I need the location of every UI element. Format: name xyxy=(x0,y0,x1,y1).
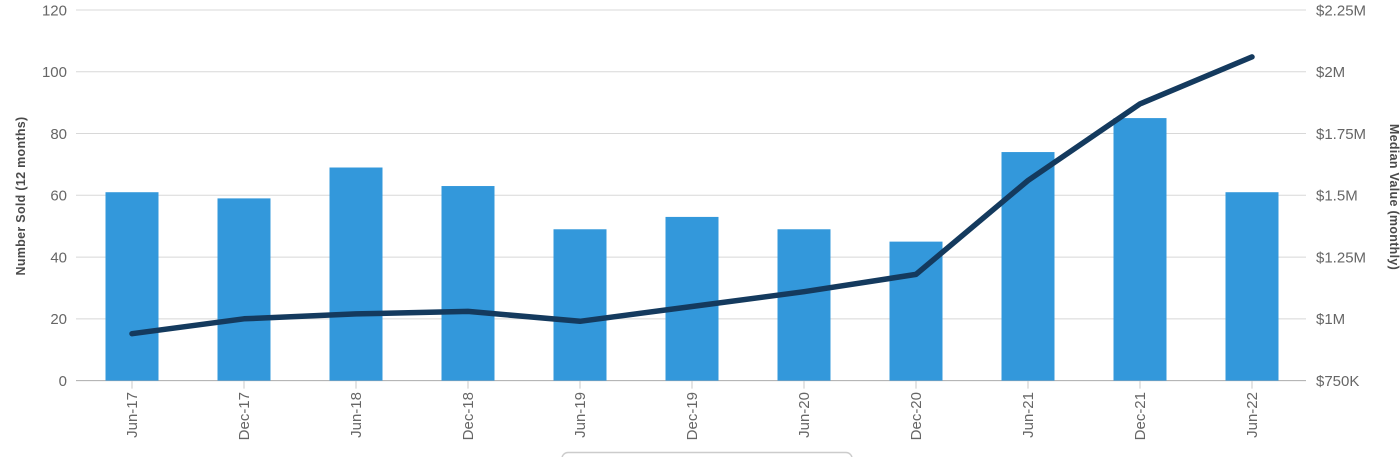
x-label-Jun-19: Jun-19 xyxy=(572,392,589,438)
right-axis-title: Median Value (monthly) xyxy=(1387,124,1400,270)
x-label-Jun-17: Jun-17 xyxy=(124,392,141,438)
bar-Jun-20[interactable] xyxy=(777,229,831,381)
bar-Dec-21[interactable] xyxy=(1113,118,1167,381)
right-tick-label: $1.75M xyxy=(1316,126,1366,143)
right-tick-label: $1.5M xyxy=(1316,188,1358,205)
x-label-Dec-21: Dec-21 xyxy=(1132,392,1149,440)
median-value-line[interactable] xyxy=(129,54,1255,337)
right-tick-label: $1.25M xyxy=(1316,249,1366,266)
left-tick-label: 0 xyxy=(59,373,67,390)
left-axis-title: Number Sold (12 months) xyxy=(14,117,28,276)
bar-Dec-17[interactable] xyxy=(217,198,271,381)
x-axis-tick-marks xyxy=(131,381,1253,389)
x-label-Dec-19: Dec-19 xyxy=(684,392,701,440)
x-axis-labels: Jun-17 Dec-17 Jun-18 Dec-18 Jun-19 Dec-19 Jun-… xyxy=(124,392,1261,440)
x-label-Dec-17: Dec-17 xyxy=(236,392,253,440)
x-label-Jun-22: Jun-22 xyxy=(1244,392,1261,438)
right-tick-label: $2M xyxy=(1316,64,1345,81)
x-label-Jun-21: Jun-21 xyxy=(1020,392,1037,438)
left-tick-label: 80 xyxy=(50,126,67,143)
right-tick-label: $2.25M xyxy=(1316,2,1366,19)
left-tick-label: 120 xyxy=(42,2,67,19)
left-tick-label: 60 xyxy=(50,188,67,205)
left-tick-label: 100 xyxy=(42,64,67,81)
bar-Dec-18[interactable] xyxy=(441,186,495,381)
right-axis-tick-labels: $750K $1M $1.25M $1.5M $1.75M $2M $2.25M xyxy=(1316,2,1366,390)
bar-Jun-21[interactable] xyxy=(1001,152,1055,381)
bar-Jun-22[interactable] xyxy=(1225,192,1279,381)
number-sold-bar-series xyxy=(105,118,1279,381)
x-label-Jun-20: Jun-20 xyxy=(796,392,813,438)
left-tick-label: 40 xyxy=(50,249,67,266)
bar-Dec-20[interactable] xyxy=(889,241,943,381)
legend-box-cutoff xyxy=(561,451,853,457)
left-tick-label: 20 xyxy=(50,311,67,328)
x-label-Jun-18: Jun-18 xyxy=(348,392,365,438)
right-tick-label: $750K xyxy=(1316,373,1359,390)
right-tick-label: $1M xyxy=(1316,311,1345,328)
bar-Dec-19[interactable] xyxy=(665,216,719,381)
left-axis-tick-labels: 0 20 40 60 80 100 120 xyxy=(42,2,67,390)
bar-Jun-17[interactable] xyxy=(105,192,159,381)
x-label-Dec-20: Dec-20 xyxy=(908,392,925,440)
x-label-Dec-18: Dec-18 xyxy=(460,392,477,440)
bar-Jun-19[interactable] xyxy=(553,229,607,381)
bar-Jun-18[interactable] xyxy=(329,167,383,381)
